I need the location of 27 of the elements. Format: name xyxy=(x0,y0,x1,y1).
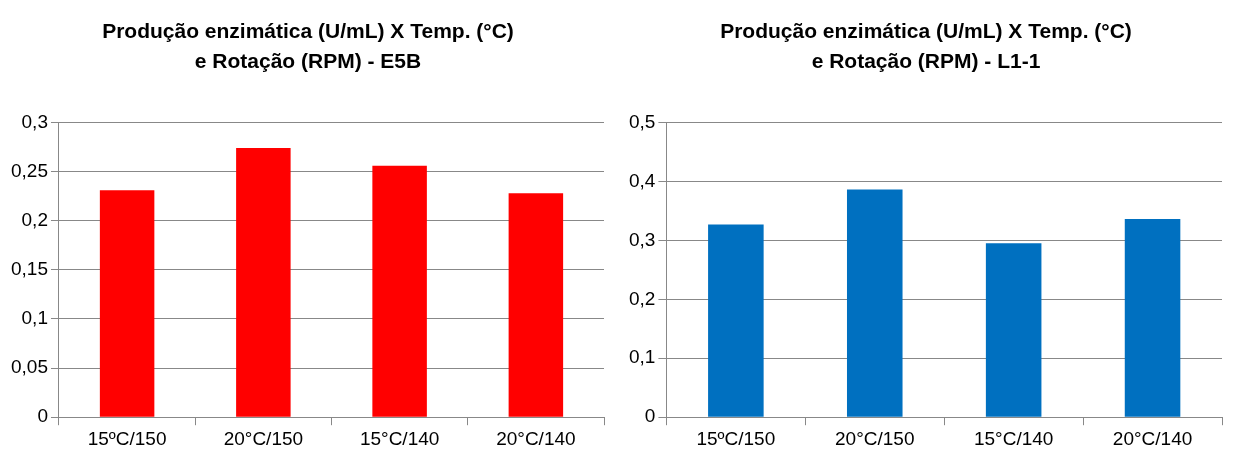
x-tick-label: 20°C/140 xyxy=(496,427,576,449)
y-tick-label: 0,25 xyxy=(11,159,48,181)
y-tick-label: 0 xyxy=(37,405,48,427)
y-tick-label: 0,5 xyxy=(628,110,656,132)
chart-title: Produção enzimática (U/mL) X Temp. (°C) e Rotação (RPM) - E5B xyxy=(101,18,515,74)
x-tick-label: 15°C/140 xyxy=(973,427,1054,449)
y-tick-label: 0,2 xyxy=(21,208,48,230)
chart-title: Produção enzimática (U/mL) X Temp. (°C) e Rotação (RPM) - L1-1 xyxy=(719,18,1133,74)
x-tick-label: 15ºC/150 xyxy=(696,427,776,449)
y-tick-label: 0 xyxy=(644,405,656,427)
bar xyxy=(708,224,764,417)
bar xyxy=(846,189,903,417)
x-tick-label: 20°C/140 xyxy=(1112,427,1193,449)
y-tick-label: 0,1 xyxy=(628,346,656,368)
y-tick-label: 0,1 xyxy=(21,307,48,329)
x-tick-label: 15°C/140 xyxy=(359,427,440,449)
y-tick-label: 0,4 xyxy=(628,169,656,191)
y-tick-label: 0,3 xyxy=(21,110,48,132)
x-tick-label: 15ºC/150 xyxy=(87,427,167,449)
y-tick-label: 0,05 xyxy=(11,356,48,378)
bar xyxy=(1124,219,1181,417)
bar xyxy=(985,243,1042,417)
x-tick-label: 20°C/150 xyxy=(835,427,915,449)
y-tick-label: 0,2 xyxy=(628,287,656,309)
y-tick-label: 0,15 xyxy=(11,258,48,280)
x-tick-label: 20°C/150 xyxy=(223,427,304,449)
y-tick-label: 0,3 xyxy=(628,228,656,250)
